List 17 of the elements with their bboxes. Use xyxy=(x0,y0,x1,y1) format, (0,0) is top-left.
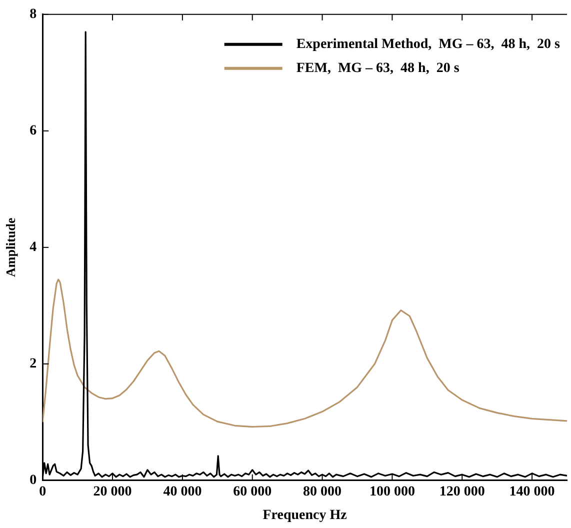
legend-label: Experimental Method, MG – 63, 48 h, 20 s xyxy=(296,37,561,52)
x-tick-label: 120 000 xyxy=(439,484,485,500)
x-axis-title: Frequency Hz xyxy=(262,508,347,524)
x-tick-label: 20 000 xyxy=(93,484,132,500)
x-tick-label: 140 000 xyxy=(509,484,555,500)
y-tick-label: 0 xyxy=(30,473,37,488)
x-tick-label: 100 000 xyxy=(369,484,415,500)
y-tick-label: 4 xyxy=(30,240,37,256)
x-tick-label: 40 000 xyxy=(163,484,202,500)
x-tick-label: 80 000 xyxy=(303,484,342,500)
x-tick-label: 60 000 xyxy=(233,484,272,500)
y-axis-title: Amplitude xyxy=(3,218,18,278)
legend-label: FEM, MG – 63, 48 h, 20 s xyxy=(296,61,460,76)
y-tick-label: 6 xyxy=(30,124,37,139)
y-tick-label: 2 xyxy=(30,356,37,372)
x-tick-label: 0 xyxy=(39,484,46,500)
y-tick-label: 8 xyxy=(30,7,37,22)
